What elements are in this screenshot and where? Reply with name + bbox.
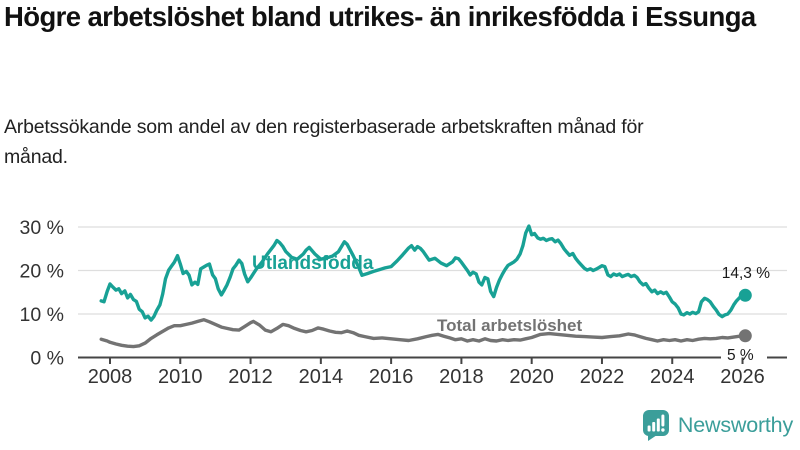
series-label: Utlandsfödda	[252, 253, 374, 274]
series-line-1	[99, 224, 747, 322]
x-tick-label: 2020	[509, 366, 554, 388]
page-title: Högre arbetslöshet bland utrikes- än inr…	[4, 1, 756, 32]
x-tick-label: 2018	[439, 366, 484, 388]
series-label: Total arbetslöshet	[437, 316, 582, 335]
series-end-value: 14,3 %	[722, 265, 770, 282]
series-line-2	[99, 318, 747, 349]
series-end-dot	[738, 329, 752, 343]
x-tick-label: 2012	[228, 366, 273, 388]
axis-label-gap	[721, 351, 767, 362]
x-tick-label: 2008	[88, 366, 133, 388]
page-subtitle: Arbetssökande som andel av den registerb…	[4, 116, 644, 168]
y-tick-label: 10 %	[20, 304, 64, 326]
y-tick-label: 30 %	[20, 217, 64, 239]
series-end-dot	[738, 288, 752, 302]
series-end-value: 5 %	[727, 347, 754, 364]
newsworthy-logo-icon	[642, 409, 669, 441]
x-tick-label: 2024	[650, 366, 695, 388]
x-tick-label: 2010	[158, 366, 203, 388]
y-tick-label: 20 %	[20, 261, 64, 283]
x-tick-label: 2022	[580, 366, 625, 388]
x-tick-label: 2026	[720, 366, 765, 388]
newsworthy-brand: Newsworthy	[642, 408, 793, 442]
y-tick-label: 0 %	[30, 348, 64, 370]
x-tick-label: 2014	[299, 366, 344, 388]
brand-name: Newsworthy	[677, 412, 793, 437]
x-tick-label: 2016	[369, 366, 414, 388]
